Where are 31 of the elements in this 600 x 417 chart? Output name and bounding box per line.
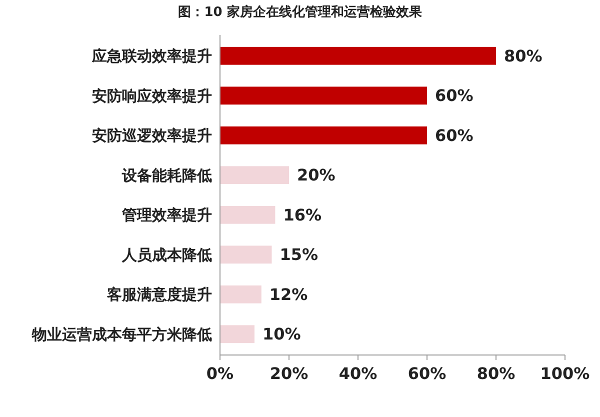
bar	[220, 285, 262, 304]
bar	[220, 86, 427, 105]
y-tick-label: 设备能耗降低	[121, 166, 212, 184]
bar	[220, 325, 254, 344]
bar	[220, 166, 289, 184]
data-label: 60%	[435, 126, 474, 145]
data-label: 16%	[283, 205, 322, 224]
data-label: 15%	[280, 245, 318, 264]
y-tick-label: 应急联动效率提升	[91, 47, 212, 66]
x-tick-label: 40%	[338, 364, 378, 383]
data-label: 80%	[504, 46, 542, 66]
bar	[220, 126, 427, 144]
y-tick-label: 安防巡逻效率提升	[92, 126, 212, 145]
y-tick-label: 安防响应效率提升	[92, 86, 212, 105]
data-label: 20%	[297, 166, 336, 185]
x-tick-label: 100%	[540, 364, 590, 383]
data-label: 10%	[262, 324, 301, 344]
x-tick-label: 60%	[408, 364, 446, 383]
y-tick-label: 物业运营成本每平方米降低	[31, 325, 212, 344]
x-tick-label: 0%	[206, 364, 234, 383]
y-tick-label: 客服满意度提升	[106, 286, 212, 304]
x-tick-label: 20%	[270, 364, 308, 383]
y-tick-label: 管理效率提升	[121, 206, 212, 224]
data-label: 12%	[269, 284, 308, 304]
bar	[220, 46, 496, 65]
bar	[220, 246, 272, 264]
bar	[220, 206, 276, 224]
x-tick-label: 80%	[476, 364, 516, 383]
chart-title: 图：10 家房企在线化管理和运营检验效果	[178, 4, 423, 20]
data-label: 60%	[435, 86, 474, 106]
y-tick-label: 人员成本降低	[121, 246, 212, 264]
